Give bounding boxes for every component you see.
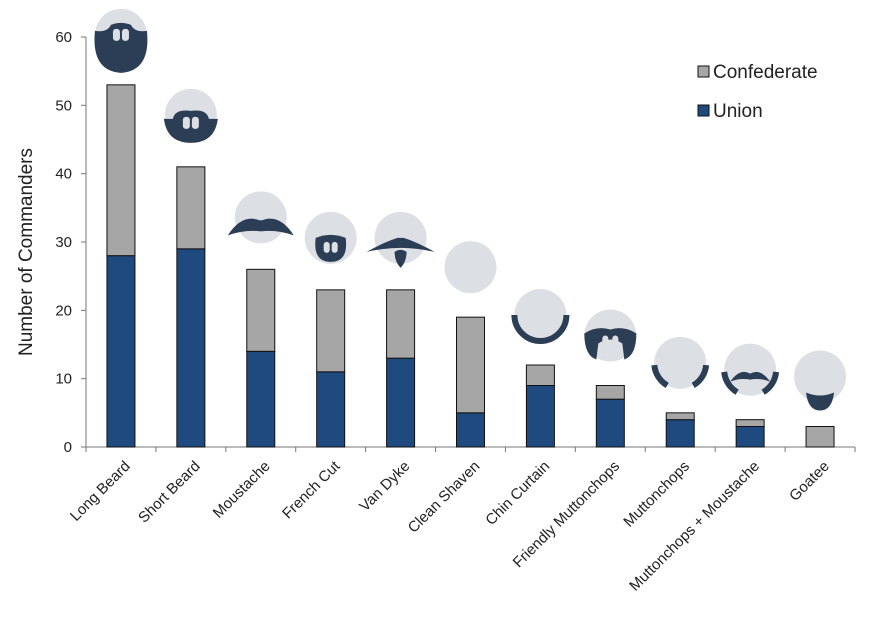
y-tick-label: 20 — [55, 302, 72, 319]
bar-confederate-7 — [595, 385, 625, 400]
bar-union-1 — [176, 248, 206, 448]
moustache-icon — [227, 191, 294, 244]
bars — [106, 84, 835, 448]
muttonchops-moustache-icon — [721, 343, 780, 396]
van-dyke-icon — [366, 211, 435, 268]
bar-confederate-9 — [735, 419, 765, 427]
category-label: Muttonchops + Moustache — [626, 458, 763, 595]
friendly-muttonchops-icon — [584, 309, 637, 362]
bar-union-8 — [665, 419, 695, 448]
bar-union-9 — [735, 426, 765, 448]
bar-confederate-8 — [665, 412, 695, 421]
category-labels: Long Beard Short Beard Moustache French Cut… — [67, 457, 833, 594]
legend-label-union: Union — [713, 101, 763, 122]
bar-union-5 — [456, 412, 485, 448]
category-label: Chin Curtain — [482, 458, 553, 529]
muttonchops-icon — [651, 336, 710, 389]
category-label: Muttonchops — [620, 458, 693, 531]
legend-swatch-confederate — [697, 65, 710, 78]
bar-confederate-1 — [176, 166, 206, 250]
category-label: Moustache — [210, 458, 274, 522]
y-axis: 0 10 20 30 40 50 60 — [55, 29, 87, 456]
bar-union-2 — [246, 350, 276, 448]
bar-union-4 — [386, 357, 416, 448]
bar-confederate-10 — [805, 426, 835, 448]
category-label: Short Beard — [135, 458, 204, 527]
french-cut-icon — [304, 211, 357, 264]
y-tick-label: 10 — [55, 371, 72, 388]
category-label: Van Dyke — [356, 458, 413, 515]
bar-union-7 — [595, 398, 625, 448]
clean-shaven-icon — [444, 241, 497, 294]
legend-label-confederate: Confederate — [713, 62, 818, 83]
long-beard-icon — [94, 8, 148, 73]
bar-union-6 — [525, 385, 555, 448]
icons — [94, 8, 847, 411]
y-tick-label: 50 — [55, 97, 72, 114]
category-label: Long Beard — [67, 458, 134, 525]
chin-curtain-icon — [511, 289, 570, 344]
category-label: Goatee — [786, 458, 833, 505]
category-label: Clean Shaven — [405, 458, 484, 537]
bar-union-0 — [106, 255, 136, 448]
y-tick-label: 30 — [55, 234, 72, 251]
bar-confederate-3 — [316, 289, 346, 373]
y-tick-label: 60 — [55, 29, 72, 46]
short-beard-icon — [163, 88, 218, 143]
bar-confederate-6 — [525, 364, 555, 386]
bar-confederate-2 — [246, 268, 276, 352]
y-tick-label: 40 — [55, 166, 72, 183]
y-tick-label: 0 — [64, 439, 72, 456]
legend: Confederate Union — [697, 62, 818, 122]
legend-swatch-union — [697, 104, 710, 117]
bar-confederate-4 — [386, 289, 416, 359]
bar-confederate-0 — [106, 84, 136, 257]
category-label: French Cut — [279, 457, 344, 522]
bar-confederate-5 — [456, 316, 485, 414]
bar-union-3 — [316, 371, 346, 448]
x-axis — [85, 446, 856, 452]
goatee-icon — [794, 350, 847, 411]
y-axis-title: Number of Commanders — [16, 148, 37, 356]
